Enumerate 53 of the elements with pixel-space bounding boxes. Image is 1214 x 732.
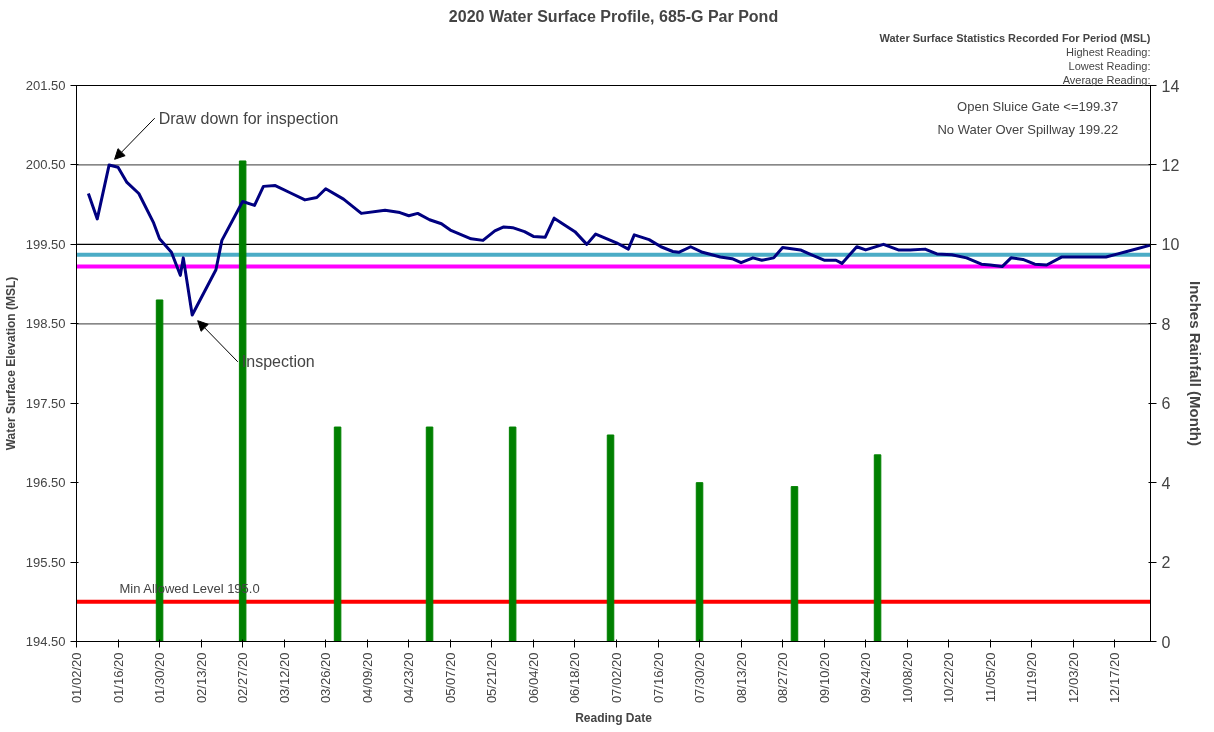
annotation: Average Reading: <box>1062 73 1151 86</box>
y2-tick-label: 6 <box>1161 395 1171 413</box>
x-tick-label: 11/05/20 <box>982 652 998 703</box>
x-tick-label: 01/30/20 <box>152 652 168 704</box>
x-tick-label: 12/17/20 <box>1107 652 1123 704</box>
x-tick-label: 03/12/20 <box>276 652 292 704</box>
annotation: Draw down for inspection <box>158 109 339 127</box>
x-tick-label: 10/08/20 <box>899 652 915 704</box>
y-tick-label: 197.50 <box>25 395 66 411</box>
x-tick-label: 10/22/20 <box>941 652 957 704</box>
y-tick-label: 199.50 <box>25 236 66 252</box>
x-tick-label: 09/24/20 <box>858 652 874 704</box>
y2-tick-label: 12 <box>1161 156 1180 174</box>
y2-tick-label: 14 <box>1161 77 1180 95</box>
y-tick-label: 198.50 <box>25 316 66 332</box>
x-tick-label: 09/10/20 <box>816 652 832 704</box>
x-tick-label: 02/27/20 <box>235 652 251 704</box>
text: Water Surface Statistics Recorded For Period (MSL) <box>879 31 1151 44</box>
y-axis-title: Water Surface Elevation (MSL) <box>3 276 18 451</box>
annotation: No Water Over Spillway 199.22 <box>937 121 1119 137</box>
annotation: Open Sluice Gate <=199.37 <box>957 99 1119 115</box>
x-tick-label: 08/27/20 <box>775 652 791 704</box>
y-tick-label: 201.50 <box>25 78 66 93</box>
y-tick-label: 200.50 <box>25 157 66 173</box>
x-axis-title: Reading Date <box>575 711 653 726</box>
x-tick-label: 12/03/20 <box>1065 652 1081 704</box>
x-tick-label: 05/21/20 <box>484 652 500 704</box>
y2-tick-label: 8 <box>1161 315 1171 333</box>
text: Lowest Reading: <box>1068 59 1151 72</box>
y2-tick-label: 4 <box>1161 474 1171 492</box>
x-tick-label: 01/16/20 <box>110 652 126 704</box>
y-tick-label: 195.50 <box>25 554 66 570</box>
x-tick-label: 04/23/20 <box>401 652 417 704</box>
x-tick-label: 02/13/20 <box>193 652 209 704</box>
x-tick-label: 07/16/20 <box>650 652 666 704</box>
x-tick-label: 04/09/20 <box>359 652 375 704</box>
x-tick-label: 11/19/20 <box>1024 652 1040 703</box>
y-tick-label: 196.50 <box>25 475 66 491</box>
x-tick-label: 07/02/20 <box>608 652 624 704</box>
x-tick-label: 05/07/20 <box>442 652 458 704</box>
y-tick-label: 194.50 <box>25 634 66 649</box>
text: Highest Reading: <box>1066 45 1151 58</box>
x-tick-label: 03/26/20 <box>318 652 334 704</box>
chart-title: 2020 Water Surface Profile, 685-G Par Pond <box>448 7 779 25</box>
y2-tick-label: 0 <box>1161 633 1171 651</box>
y2-tick-label: 2 <box>1161 554 1171 572</box>
x-tick-label: 06/18/20 <box>567 652 583 704</box>
x-tick-label: 01/02/20 <box>69 652 84 704</box>
y2-tick-label: 10 <box>1161 236 1180 254</box>
x-tick-label: 06/04/20 <box>525 652 541 704</box>
x-tick-label: 07/30/20 <box>692 652 708 704</box>
x-tick-label: 08/13/20 <box>733 652 749 704</box>
y2-axis-title: Inches Rainfall (Month) <box>1187 281 1205 446</box>
